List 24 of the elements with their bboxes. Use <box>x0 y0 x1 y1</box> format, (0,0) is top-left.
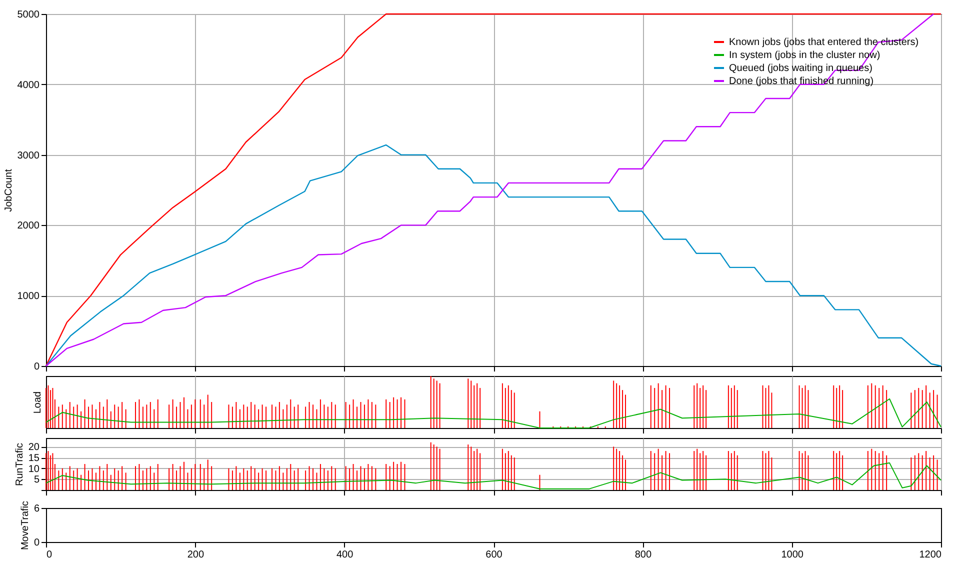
y-tick-label: 4000 <box>17 80 40 91</box>
y-tick-label: 0 <box>34 538 40 548</box>
y-axis-title: RunTrafic <box>14 443 26 486</box>
y-tick-label: 3000 <box>17 150 40 162</box>
y-axis-title: MoveTrafic <box>20 500 31 550</box>
x-tick-label: 600 <box>486 550 503 560</box>
y-tick-label: 2000 <box>17 220 40 232</box>
y-axis-title: Load <box>32 391 44 414</box>
y-tick-label: 5000 <box>17 10 40 20</box>
y-tick-label: 10 <box>28 464 40 475</box>
x-tick-label: 400 <box>336 550 354 560</box>
y-tick-label: 5 <box>34 474 40 486</box>
y-tick-label: 6 <box>34 504 40 514</box>
y-tick-label: 0 <box>34 362 40 372</box>
x-tick-label: 1200 <box>919 550 942 560</box>
x-tick-label: 0 <box>46 550 52 560</box>
y-tick-label: 15 <box>28 453 40 464</box>
x-tick-label: 1000 <box>781 550 804 560</box>
y-axis-title: JobCount <box>3 168 14 212</box>
y-tick-label: 20 <box>28 442 40 454</box>
x-tick-label: 200 <box>187 550 204 560</box>
y-tick-label: 1000 <box>17 291 40 302</box>
x-tick-label: 800 <box>634 550 652 560</box>
legend-label: Known jobs (jobs that entered the clusters) <box>729 37 919 48</box>
